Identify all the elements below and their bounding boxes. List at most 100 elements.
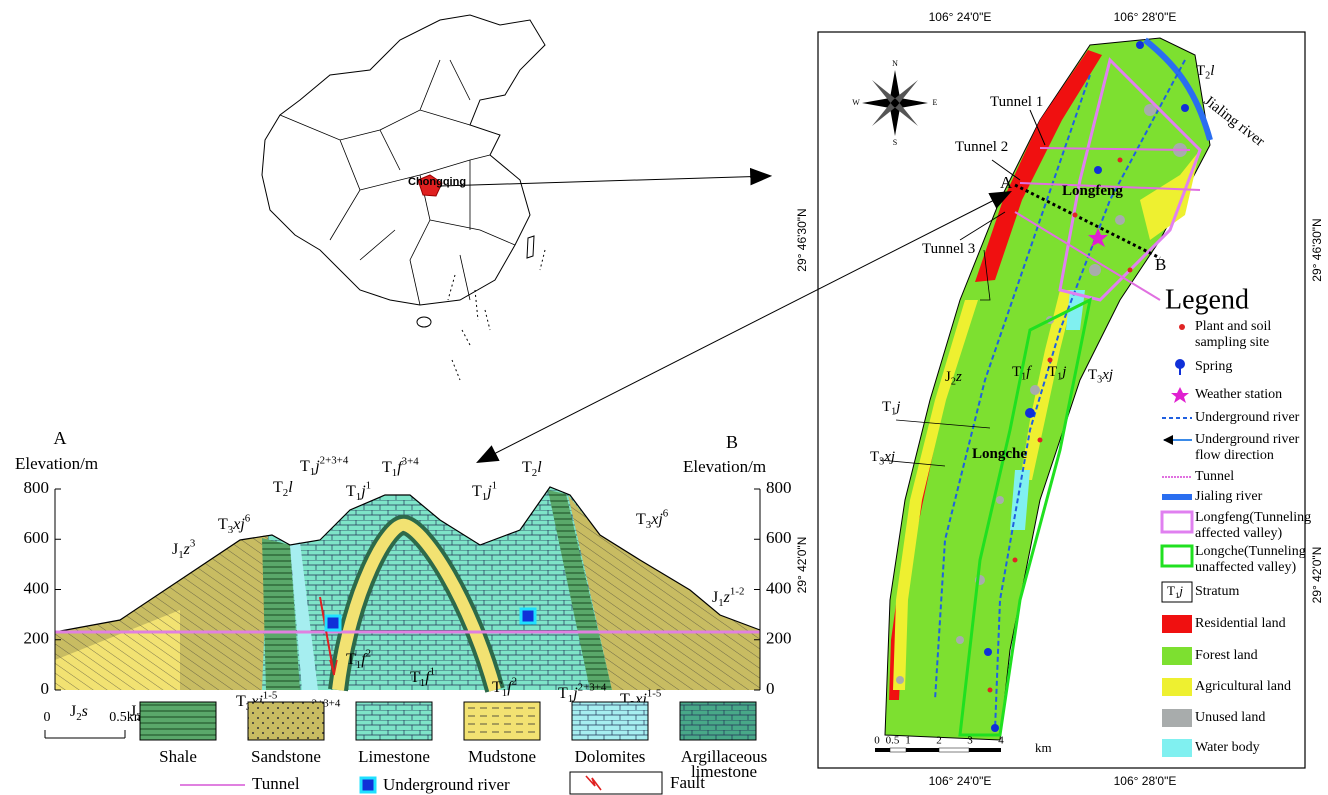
compass-letter: N (892, 59, 898, 68)
map-label: A (1000, 173, 1013, 192)
symbol-label: Tunnel (252, 774, 300, 793)
symbol (1179, 324, 1185, 330)
symbol (1162, 647, 1192, 665)
legend-text: Tunnel (1195, 469, 1234, 484)
legend-text: unaffected valley) (1195, 560, 1297, 575)
lithology-pattern (248, 702, 324, 740)
label-part: T (636, 511, 646, 528)
label-part: 2+3+4 (320, 454, 349, 466)
stratum-label: J1z1-2 (712, 585, 744, 608)
scale-label: 0.5km (109, 710, 145, 725)
label-part: 2+3+4 (578, 681, 607, 693)
legend-text: Jialing river (1195, 489, 1263, 504)
latitude-label: 29° 46'30"N (1310, 218, 1324, 281)
legend-text: Residential land (1195, 616, 1286, 631)
legend-text: Plant and soil (1195, 319, 1271, 334)
lithology-label: Dolomites (575, 747, 646, 766)
axis-title: Elevation/m (683, 457, 766, 476)
label-part: xj (650, 511, 663, 528)
label-part: 1-2 (730, 585, 745, 597)
latitude-label: 29° 46'30"N (795, 208, 809, 271)
legend-text: Underground river (1195, 410, 1300, 425)
y-tick-label: 600 (766, 528, 792, 547)
legend-text: Longche(Tunneling (1195, 544, 1306, 559)
map-label: Tunnel 3 (922, 241, 975, 257)
label-part: T (882, 399, 891, 415)
latitude-label: 29° 42'0"N (1310, 547, 1324, 604)
label-part: T (1088, 367, 1097, 383)
legend-text: Forest land (1195, 648, 1258, 663)
legend-symbol (1162, 709, 1192, 727)
label-part: T (382, 459, 392, 476)
label-part: 3+4 (402, 455, 420, 467)
label-part: s (82, 703, 88, 720)
legend-text: Stratum (1195, 584, 1239, 599)
label-part: T (1167, 583, 1175, 598)
legend-text: sampling site (1195, 335, 1269, 350)
y-tick-label: 600 (24, 528, 50, 547)
scale-label: 0 (44, 710, 51, 725)
map-label: Longfeng (1062, 183, 1123, 199)
lithology-pattern (572, 702, 648, 740)
lithology-label: Mudstone (468, 747, 536, 766)
scale-label: 3 (967, 735, 973, 747)
label-part: T (492, 679, 502, 696)
label-part: T (522, 459, 532, 476)
compass-letter: W (852, 98, 860, 107)
label-part: l (288, 479, 293, 496)
label-part: A (1000, 173, 1013, 192)
scale-label: 0 (874, 735, 880, 747)
label-part: 1 (366, 479, 371, 491)
label-part: 1-5 (647, 687, 662, 699)
label-part: T (236, 693, 246, 710)
y-tick-label: 0 (41, 679, 50, 698)
map-label: Longche (972, 446, 1027, 462)
label-part: Longche (972, 446, 1027, 462)
stratum-label: T2l (273, 479, 293, 499)
legend-text: Water body (1195, 740, 1260, 755)
label-part: T (558, 685, 568, 702)
longitude-label: 106° 24'0"E (929, 774, 992, 788)
scale-unit: km (1035, 740, 1052, 755)
legend-symbol (1162, 615, 1192, 633)
legend-title: Legend (1165, 284, 1249, 315)
label-part: xj (883, 449, 895, 465)
y-tick-label: 400 (24, 578, 50, 597)
legend-text: Agricultural land (1195, 679, 1291, 694)
map-label: Tunnel 2 (955, 139, 1008, 155)
stratum-label: T2l (522, 459, 542, 479)
symbol (1162, 615, 1192, 633)
label-part: Tunnel 1 (990, 94, 1043, 110)
label-part: xj (1101, 367, 1113, 383)
lithology-pattern (140, 702, 216, 740)
legend-symbol (1162, 739, 1192, 757)
longitude-label: 106° 28'0"E (1114, 774, 1177, 788)
lithology-pattern (680, 702, 756, 740)
label-part: 6 (663, 507, 669, 519)
compass-letter: S (893, 138, 897, 147)
label-part: T (410, 669, 420, 686)
compass-letter: E (933, 98, 938, 107)
section-end: A (54, 428, 67, 448)
legend-text: affected valley) (1195, 526, 1283, 541)
label-part: T (472, 483, 482, 500)
longitude-label: 106° 24'0"E (929, 10, 992, 24)
legend-text: Spring (1195, 359, 1232, 374)
lithology-label: Sandstone (251, 747, 321, 766)
stratum-label: T1j1 (472, 479, 497, 502)
y-tick-label: 0 (766, 679, 775, 698)
label-part: T (300, 458, 310, 475)
y-tick-label: 800 (24, 478, 50, 497)
scale-label: 1 (905, 735, 911, 747)
legend-text: flow direction (1195, 448, 1274, 463)
y-tick-label: 400 (766, 578, 792, 597)
scale-label: 2 (936, 735, 942, 747)
latitude-label: 29° 42'0"N (795, 537, 809, 594)
symbol (1162, 709, 1192, 727)
legend-symbol (1162, 678, 1192, 696)
section-end: B (726, 432, 738, 452)
longitude-label: 106° 28'0"E (1114, 10, 1177, 24)
legend-symbol (1162, 647, 1192, 665)
legend-text: Longfeng(Tunneling (1195, 510, 1311, 525)
label-part: Tunnel 3 (922, 241, 975, 257)
